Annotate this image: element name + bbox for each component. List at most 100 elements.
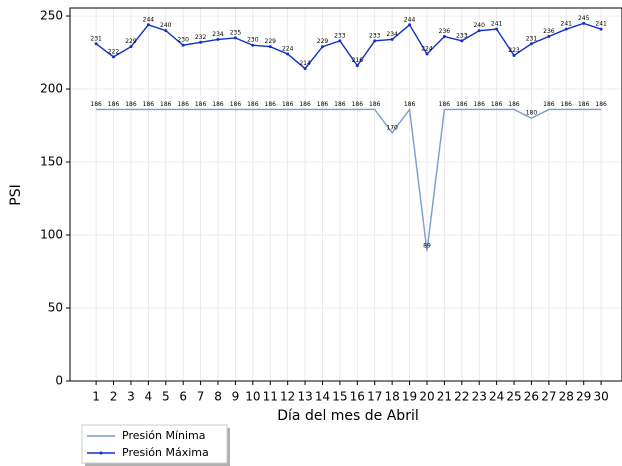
x-tick-label: 1: [92, 390, 100, 404]
legend: Presión Mínima Presión Máxima: [81, 424, 230, 466]
legend-label: Presión Mínima: [122, 429, 206, 442]
data-label: 240: [473, 22, 485, 29]
x-tick-label: 15: [332, 390, 347, 404]
x-tick-label: 6: [179, 390, 187, 404]
point: [512, 53, 516, 57]
data-label: 180: [526, 110, 538, 117]
point: [355, 64, 359, 68]
data-label: 186: [143, 101, 155, 108]
data-label: 240: [160, 22, 172, 29]
data-label: 186: [230, 101, 242, 108]
point: [477, 29, 481, 33]
x-tick-label: 5: [162, 390, 170, 404]
data-label: 230: [177, 37, 189, 44]
data-label: 186: [282, 101, 294, 108]
data-label: 241: [491, 21, 503, 28]
data-label: 186: [404, 101, 416, 108]
data-label: 186: [473, 101, 485, 108]
data-label: 223: [508, 47, 520, 54]
data-label: 186: [299, 101, 311, 108]
data-label: 186: [125, 101, 137, 108]
data-label: 234: [386, 31, 398, 38]
x-tick-label: 3: [127, 390, 135, 404]
y-tick-label: 0: [55, 374, 63, 388]
data-label: 234: [212, 31, 224, 38]
y-tick-label: 150: [40, 155, 63, 169]
point: [425, 52, 429, 56]
data-label: 186: [247, 101, 259, 108]
x-tick-label: 22: [454, 390, 469, 404]
x-tick-label: 10: [245, 390, 260, 404]
data-label: 232: [195, 34, 207, 41]
x-tick-label: 27: [541, 390, 556, 404]
point: [460, 39, 464, 43]
point: [564, 27, 568, 31]
data-label: 222: [108, 48, 120, 55]
data-label: 170: [386, 124, 398, 131]
x-tick-label: 29: [576, 390, 591, 404]
point: [146, 23, 150, 27]
data-label: 186: [578, 101, 590, 108]
plot-frame: [69, 7, 622, 382]
point: [112, 55, 116, 59]
data-label: 186: [195, 101, 207, 108]
y-tick-label: 200: [40, 82, 63, 96]
x-tick-label: 28: [559, 390, 574, 404]
y-tick-label: 50: [48, 301, 63, 315]
x-tick-label: 21: [437, 390, 452, 404]
data-label: 186: [352, 101, 364, 108]
data-label: 224: [421, 45, 433, 52]
y-tick-label: 250: [40, 9, 63, 23]
data-label: 186: [108, 101, 120, 108]
point: [599, 27, 603, 31]
legend-marker: [99, 451, 103, 455]
data-label: 186: [177, 101, 189, 108]
y-tick-label: 100: [40, 228, 63, 242]
legend-label: Presión Máxima: [122, 446, 209, 459]
data-label: 186: [90, 101, 102, 108]
data-label: 186: [212, 101, 224, 108]
x-tick-label: 16: [350, 390, 365, 404]
point: [216, 37, 220, 41]
point: [251, 43, 255, 47]
data-label: 236: [543, 28, 555, 35]
data-label: 229: [125, 38, 137, 45]
x-tick-label: 25: [506, 390, 521, 404]
point: [286, 52, 290, 56]
point: [390, 37, 394, 41]
data-label: 186: [491, 101, 503, 108]
x-tick-label: 23: [472, 390, 487, 404]
data-label: 241: [561, 21, 573, 28]
data-label: 214: [299, 60, 311, 67]
data-label: 186: [334, 101, 346, 108]
x-tick-label: 11: [263, 390, 278, 404]
x-axis-label: Día del mes de Abril: [277, 408, 418, 424]
series-line: [95, 22, 602, 70]
data-label: 186: [561, 101, 573, 108]
x-tick-label: 17: [367, 390, 382, 404]
point: [181, 43, 185, 47]
data-label: 231: [526, 35, 538, 42]
point: [320, 45, 324, 49]
x-tick-label: 13: [297, 390, 312, 404]
x-tick-label: 9: [232, 390, 240, 404]
point: [164, 29, 168, 33]
x-tick-label: 2: [110, 390, 118, 404]
data-label: 186: [265, 101, 277, 108]
point: [233, 36, 237, 40]
point: [373, 39, 377, 43]
x-tick-label: 8: [214, 390, 222, 404]
data-label: 229: [265, 38, 277, 45]
x-tick-label: 14: [315, 390, 330, 404]
x-tick-label: 7: [197, 390, 205, 404]
data-label: 245: [578, 15, 590, 22]
point: [303, 67, 307, 71]
data-label: 89: [423, 243, 431, 250]
point: [129, 45, 133, 49]
point: [547, 34, 551, 38]
point: [338, 39, 342, 43]
data-label: 236: [439, 28, 451, 35]
x-tick-label: 20: [419, 390, 434, 404]
data-label: 186: [439, 101, 451, 108]
